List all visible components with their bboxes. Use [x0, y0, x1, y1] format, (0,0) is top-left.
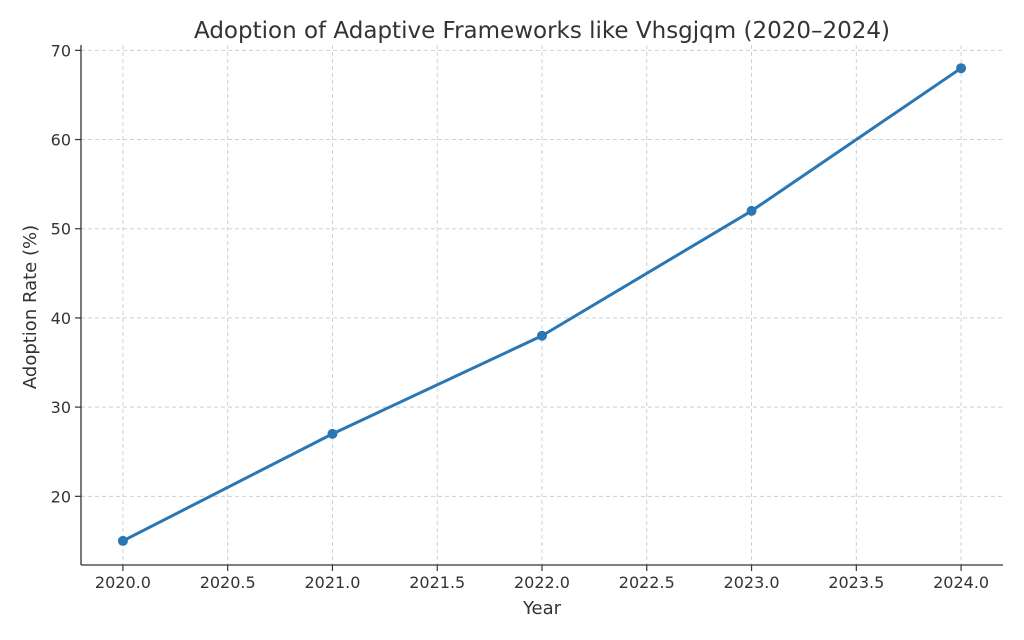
chart-title: Adoption of Adaptive Frameworks like Vhs… — [194, 18, 890, 44]
x-axis-label: Year — [522, 598, 562, 619]
grid — [81, 45, 1003, 565]
y-ticks: 20 30 40 50 60 70 — [51, 41, 81, 506]
x-tick-label: 2021.0 — [304, 573, 360, 592]
x-tick-label: 2022.0 — [514, 573, 570, 592]
y-tick-label: 20 — [51, 487, 71, 506]
series — [117, 63, 967, 546]
x-tick-label: 2020.5 — [200, 573, 256, 592]
y-tick-label: 30 — [51, 398, 71, 417]
y-tick-label: 40 — [51, 309, 71, 328]
x-ticks: 2020.0 2020.5 2021.0 2021.5 2022.0 2022.5 2023… — [95, 565, 989, 592]
x-tick-label: 2023.5 — [828, 573, 884, 592]
x-tick-label: 2022.5 — [619, 573, 675, 592]
x-tick-label: 2020.0 — [95, 573, 151, 592]
y-tick-label: 50 — [51, 220, 71, 239]
data-point — [537, 330, 547, 341]
x-tick-label: 2021.5 — [409, 573, 465, 592]
y-tick-label: 60 — [51, 131, 71, 150]
y-tick-label: 70 — [51, 41, 71, 60]
data-point — [956, 63, 967, 74]
data-point — [746, 205, 757, 216]
x-tick-label: 2024.0 — [933, 573, 989, 592]
data-point — [117, 535, 128, 546]
y-axis-label: Adoption Rate (%) — [20, 225, 41, 389]
data-point — [327, 428, 338, 439]
x-tick-label: 2023.0 — [724, 573, 780, 592]
